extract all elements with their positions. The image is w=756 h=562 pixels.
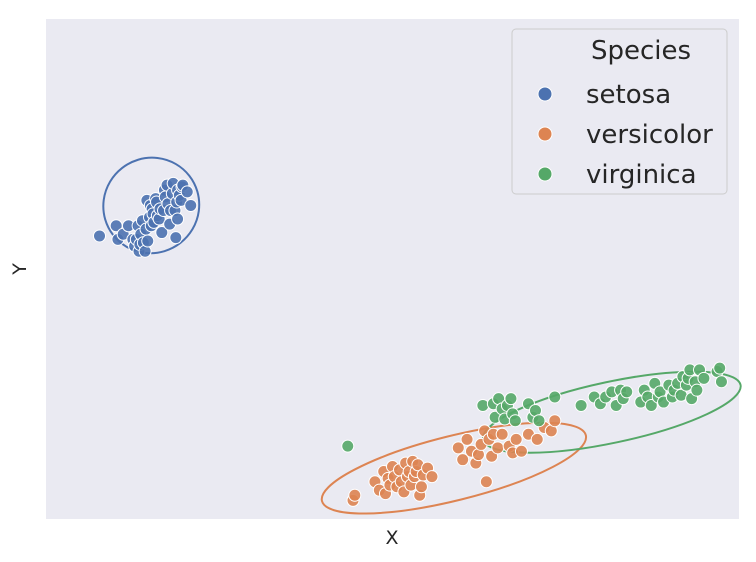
- x-axis-label: X: [385, 527, 398, 549]
- setosa-point: [184, 198, 198, 212]
- virginica-point: [341, 439, 355, 453]
- versicolor-point: [460, 432, 474, 446]
- virginica-point: [532, 414, 546, 428]
- legend: Species setosa versicolor virginica: [511, 28, 728, 195]
- versicolor-point: [491, 441, 505, 455]
- virginica-point: [574, 398, 588, 412]
- data-points: [93, 176, 728, 507]
- versicolor-point: [425, 470, 439, 484]
- setosa-point: [180, 185, 194, 199]
- versicolor-point: [530, 432, 544, 446]
- virginica-point: [697, 371, 711, 385]
- virginica-point: [620, 385, 634, 399]
- setosa-point: [141, 234, 155, 248]
- setosa-point: [93, 229, 107, 243]
- versicolor-point: [509, 432, 523, 446]
- virginica-point: [508, 414, 522, 428]
- versicolor-point: [479, 475, 493, 489]
- legend-box: [511, 28, 728, 195]
- virginica-point: [690, 383, 704, 397]
- legend-title: Species: [591, 36, 691, 66]
- versicolor-point: [414, 480, 428, 494]
- virginica-point: [644, 398, 658, 412]
- virginica-point: [713, 361, 727, 375]
- legend-marker-versicolor: [537, 126, 553, 142]
- legend-label-setosa: setosa: [586, 80, 671, 110]
- virginica-point: [476, 398, 490, 412]
- legend-items: setosa versicolor virginica: [537, 80, 713, 190]
- versicolor-ellipse: [320, 421, 588, 515]
- versicolor-point: [495, 427, 509, 441]
- legend-label-virginica: virginica: [586, 160, 697, 190]
- versicolor-point: [514, 444, 528, 458]
- versicolor-point: [456, 453, 470, 467]
- versicolor-point: [451, 441, 465, 455]
- setosa-point: [171, 212, 185, 226]
- virginica-point: [548, 390, 562, 404]
- virginica-point: [504, 392, 518, 406]
- versicolor-point: [348, 488, 362, 502]
- legend-label-versicolor: versicolor: [586, 120, 713, 150]
- y-axis-label: Y: [9, 263, 31, 276]
- versicolor-point: [548, 414, 562, 428]
- setosa-point: [155, 226, 169, 240]
- legend-marker-virginica: [537, 166, 553, 182]
- legend-marker-setosa: [537, 86, 553, 102]
- virginica-point: [714, 375, 728, 389]
- setosa-point: [169, 231, 183, 245]
